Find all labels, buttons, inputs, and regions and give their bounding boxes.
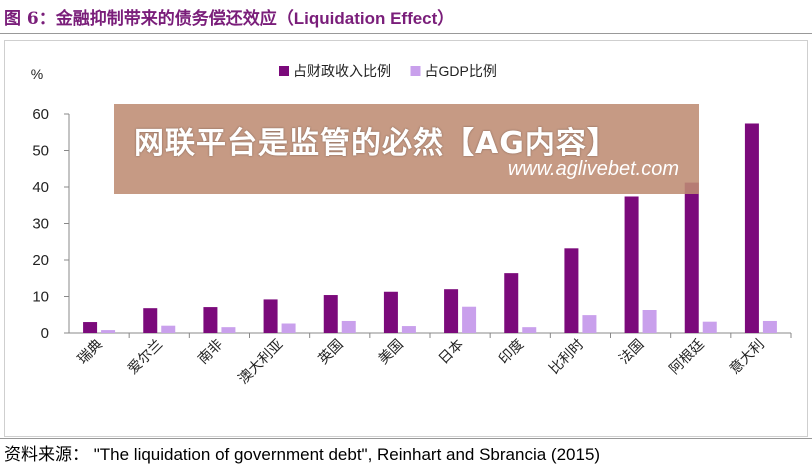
figure-title-en: （Liquidation Effect） bbox=[276, 9, 455, 28]
x-tick-label: 南非 bbox=[194, 336, 225, 367]
bar-gdp-5 bbox=[341, 320, 356, 333]
bar-gdp-1 bbox=[101, 330, 116, 333]
x-tick-label: 比利时 bbox=[546, 336, 587, 377]
bar-fiscal-revenue-8 bbox=[504, 273, 519, 333]
bar-fiscal-revenue-11 bbox=[684, 182, 699, 333]
x-tick-label: 阿根廷 bbox=[666, 336, 707, 377]
bar-fiscal-revenue-1 bbox=[83, 322, 98, 333]
y-axis-label: % bbox=[31, 66, 43, 82]
y-tick-label: 50 bbox=[32, 143, 49, 160]
figure-title: 图 6：金融抑制带来的债务偿还效应（Liquidation Effect） bbox=[4, 4, 454, 29]
y-tick-label: 20 bbox=[32, 252, 49, 269]
bar-fiscal-revenue-6 bbox=[383, 291, 398, 333]
bar-gdp-6 bbox=[401, 326, 416, 333]
x-tick-label: 澳大利亚 bbox=[235, 336, 286, 387]
bar-fiscal-revenue-2 bbox=[143, 308, 158, 333]
figure-title-zh: 图 6：金融抑制带来的债务偿还效应 bbox=[4, 9, 277, 29]
bar-gdp-8 bbox=[522, 327, 537, 333]
y-tick-label: 60 bbox=[32, 106, 49, 123]
bar-fiscal-revenue-9 bbox=[564, 248, 579, 333]
title-divider bbox=[0, 33, 812, 34]
x-tick-label: 法国 bbox=[616, 336, 647, 367]
source-label: 资料来源： bbox=[4, 445, 89, 465]
bar-gdp-2 bbox=[161, 325, 176, 333]
x-tick-label: 瑞典 bbox=[74, 336, 105, 367]
bar-fiscal-revenue-10 bbox=[624, 196, 639, 333]
chart-frame: % 0 10 20 30 40 50 60 瑞典 爱尔兰 南非 澳大利亚 英国 美国 日本 印度 比利时 法国 阿根… bbox=[4, 40, 808, 437]
x-tick-label: 意大利 bbox=[726, 336, 767, 377]
watermark-url: www.aglivebet.com bbox=[507, 158, 679, 180]
watermark-banner: 网联平台是监管的必然【AG内容】 www.aglivebet.com bbox=[114, 104, 699, 194]
y-tick-label: 0 bbox=[41, 325, 49, 342]
legend-swatch-1 bbox=[279, 66, 289, 76]
x-tick-label: 印度 bbox=[495, 336, 526, 367]
bar-chart: % 0 10 20 30 40 50 60 瑞典 爱尔兰 南非 澳大利亚 英国 美国 日本 印度 比利时 法国 阿根… bbox=[31, 63, 792, 387]
legend-label-1: 占财政收入比例 bbox=[293, 63, 391, 79]
bar-gdp-4 bbox=[281, 323, 296, 333]
x-tick-label: 爱尔兰 bbox=[124, 336, 165, 377]
source-divider bbox=[0, 438, 812, 439]
source-text: "The liquidation of government debt", Re… bbox=[93, 445, 601, 464]
y-tick-label: 10 bbox=[32, 289, 49, 306]
bar-gdp-12 bbox=[762, 320, 777, 333]
source-note: 资料来源： "The liquidation of government deb… bbox=[4, 440, 600, 465]
bar-fiscal-revenue-12 bbox=[744, 123, 759, 334]
bar-fiscal-revenue-7 bbox=[444, 289, 459, 333]
legend-swatch-2 bbox=[410, 66, 421, 76]
y-tick-label: 40 bbox=[32, 179, 49, 196]
bar-fiscal-revenue-4 bbox=[263, 299, 278, 333]
y-tick-label: 30 bbox=[32, 216, 49, 233]
x-tick-label: 美国 bbox=[375, 336, 406, 367]
x-tick-label: 英国 bbox=[315, 336, 346, 367]
bar-gdp-7 bbox=[462, 306, 477, 333]
bar-gdp-9 bbox=[582, 315, 597, 333]
bar-fiscal-revenue-3 bbox=[203, 307, 218, 333]
bar-gdp-3 bbox=[221, 327, 236, 333]
bar-gdp-11 bbox=[702, 321, 717, 333]
bar-fiscal-revenue-5 bbox=[323, 295, 338, 333]
x-tick-label: 日本 bbox=[435, 336, 466, 367]
bar-gdp-10 bbox=[642, 310, 657, 333]
legend-label-2: 占GDP比例 bbox=[425, 63, 497, 79]
watermark-text: 网联平台是监管的必然【AG内容】 bbox=[134, 126, 618, 161]
